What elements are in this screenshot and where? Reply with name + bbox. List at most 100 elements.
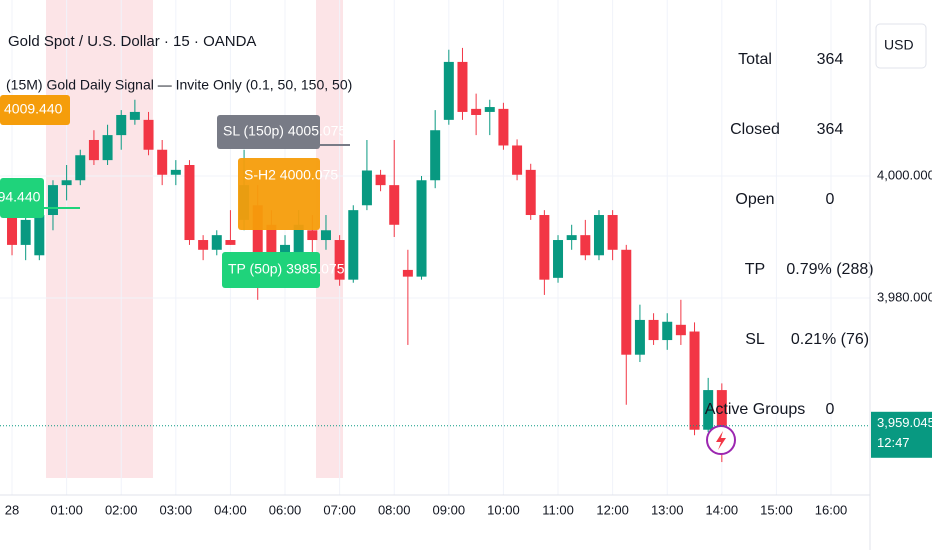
currency-label: USD	[884, 37, 914, 53]
candle-body	[88, 139, 99, 161]
stats-value: 0.79% (288)	[786, 261, 873, 278]
indicator-title: (15M) Gold Daily Signal — Invite Only (0…	[6, 77, 352, 93]
stats-label: Active Groups	[705, 401, 805, 418]
candle-body	[157, 149, 168, 175]
candles	[7, 47, 727, 463]
candle-body	[252, 205, 263, 270]
candle-body	[703, 390, 714, 430]
last-price-label: 3,959.045	[877, 415, 932, 430]
x-tick-label: 11:00	[542, 502, 574, 517]
candle-body	[375, 174, 386, 186]
stats-label: Closed	[730, 121, 780, 138]
candle-body	[621, 249, 632, 355]
candle-body	[75, 155, 86, 181]
stats-value: 0	[826, 401, 835, 418]
candle-body	[634, 319, 645, 355]
x-tick-label: 08:00	[378, 502, 411, 517]
candle-body	[184, 165, 195, 241]
candle-body	[593, 215, 604, 256]
x-tick-label: 16:00	[815, 502, 848, 517]
candle-body	[539, 215, 550, 280]
y-tick-label: 3,980.000	[877, 289, 932, 304]
candle-body	[430, 130, 441, 181]
candle-body	[320, 230, 331, 241]
currency-button[interactable]	[875, 23, 927, 69]
label-box	[0, 178, 44, 218]
candle-body	[471, 108, 482, 115]
candle-body	[34, 215, 45, 256]
x-tick-label: 15:00	[760, 502, 793, 517]
candle-body	[580, 235, 591, 256]
event-icon-bolt	[716, 431, 726, 450]
y-tick-label: 4,000.000	[877, 167, 932, 182]
candle-body	[512, 145, 523, 175]
countdown-label: 12:47	[877, 435, 910, 450]
candle-body	[198, 240, 209, 250]
candle-body	[102, 135, 113, 161]
candle-body	[689, 331, 700, 430]
x-tick-label: 13:00	[651, 502, 684, 517]
candle-body	[348, 210, 359, 280]
x-tick-label: 10:00	[487, 502, 520, 517]
candle-body	[389, 185, 400, 225]
stats-label: Total	[738, 51, 772, 68]
stats-label: Open	[735, 191, 774, 208]
candle-body	[716, 390, 727, 426]
candle-body	[20, 219, 31, 245]
candle-body	[47, 185, 58, 216]
candle-body	[662, 321, 673, 341]
candle-body	[457, 61, 468, 112]
candle-body	[170, 169, 181, 175]
candle-body	[402, 269, 413, 277]
stats-value: 364	[817, 51, 844, 68]
x-tick-label: 01:00	[50, 502, 83, 517]
overlay-label: 3994.440	[0, 189, 41, 205]
candle-body	[498, 108, 509, 146]
x-tick-label: 28	[5, 502, 19, 517]
candle-body	[61, 180, 72, 186]
candle-body	[116, 114, 127, 136]
session-highlight	[46, 0, 153, 478]
label-box	[222, 252, 320, 288]
x-tick-label: 14:00	[706, 502, 739, 517]
x-tick-label: 12:00	[596, 502, 629, 517]
x-tick-label: 04:00	[214, 502, 247, 517]
candle-body	[293, 224, 304, 256]
overlay-label: 4009.440	[4, 101, 63, 117]
candle-body	[416, 180, 427, 277]
overlay-label: S-H2 4000.075	[244, 167, 338, 183]
stats-label: SL	[745, 331, 765, 348]
candle-body	[648, 319, 659, 341]
label-box	[217, 115, 320, 149]
candle-body	[211, 235, 222, 250]
stats-value: 364	[817, 121, 844, 138]
overlay-label: SL (150p) 4005.075	[223, 123, 346, 139]
candle-body	[484, 107, 495, 112]
chart-title: Gold Spot / U.S. Dollar · 15 · OANDA	[8, 33, 256, 50]
candle-body	[566, 235, 577, 241]
x-tick-label: 02:00	[105, 502, 138, 517]
candle-body	[7, 215, 18, 245]
label-box	[238, 158, 320, 230]
x-tick-label: 06:00	[269, 502, 302, 517]
stats-label: TP	[745, 261, 765, 278]
candle-body	[443, 61, 454, 120]
last-price-box	[871, 411, 932, 458]
overlay-label: TP (50p) 3985.075	[228, 261, 345, 277]
label-box	[0, 95, 70, 125]
candle-body	[525, 169, 536, 216]
candle-body	[143, 119, 154, 150]
candle-body	[307, 230, 318, 241]
candle-body	[607, 215, 618, 250]
x-tick-label: 09:00	[433, 502, 466, 517]
candle-body	[266, 224, 277, 270]
candle-body	[553, 240, 564, 278]
signal-overlays: 4009.440 3994.440 SL (150p) 4005.075 S-H…	[0, 95, 350, 288]
x-tick-label: 07:00	[323, 502, 356, 517]
candle-body	[280, 244, 291, 256]
candle-body	[129, 111, 140, 120]
stats-value: 0	[826, 191, 835, 208]
x-tick-label: 03:00	[160, 502, 193, 517]
